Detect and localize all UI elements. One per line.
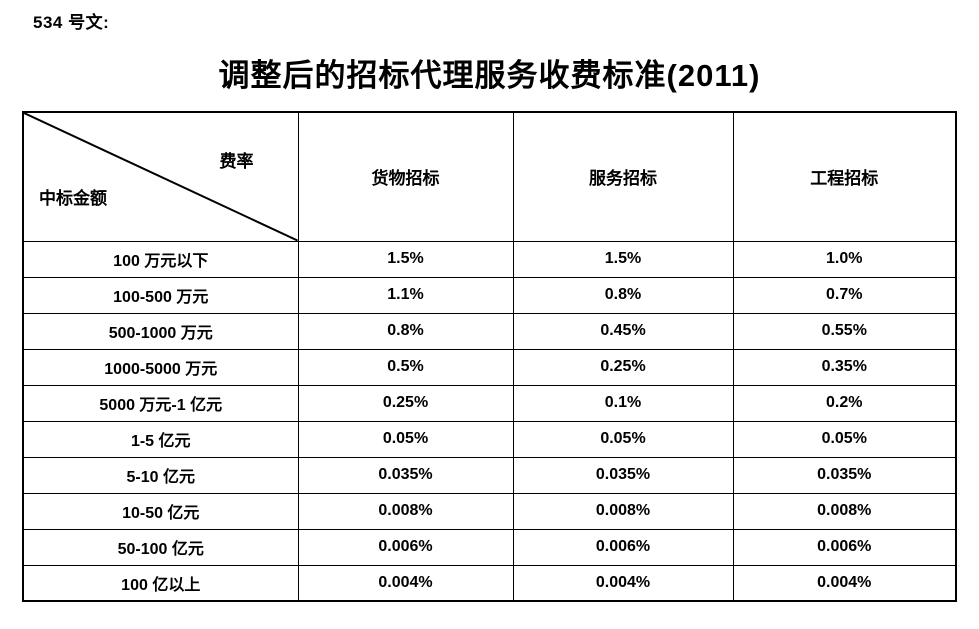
table-row: 5000 万元-1 亿元 0.25% 0.1% 0.2% — [22, 384, 957, 422]
row-label: 10-50 亿元 — [22, 492, 299, 530]
row-label: 100 亿以上 — [22, 564, 299, 602]
rate-cell: 0.7% — [732, 276, 957, 314]
rate-cell: 1.5% — [512, 240, 734, 278]
row-label: 500-1000 万元 — [22, 312, 299, 350]
row-label: 1000-5000 万元 — [22, 348, 299, 386]
corner-header-cell: 费率 中标金额 — [22, 111, 299, 242]
row-label: 100-500 万元 — [22, 276, 299, 314]
row-label: 1-5 亿元 — [22, 420, 299, 458]
rate-cell: 0.05% — [732, 420, 957, 458]
table-row: 1000-5000 万元 0.5% 0.25% 0.35% — [22, 348, 957, 386]
table-row: 100 万元以下 1.5% 1.5% 1.0% — [22, 240, 957, 278]
rate-cell: 0.008% — [297, 492, 514, 530]
rate-cell: 1.1% — [297, 276, 514, 314]
rate-cell: 0.55% — [732, 312, 957, 350]
page-title: 调整后的招标代理服务收费标准(2011) — [218, 58, 761, 93]
rate-cell: 0.004% — [732, 564, 957, 602]
rate-cell: 1.0% — [732, 240, 957, 278]
table-row: 500-1000 万元 0.8% 0.45% 0.55% — [22, 312, 957, 350]
table-row: 5-10 亿元 0.035% 0.035% 0.035% — [22, 456, 957, 494]
row-label: 5000 万元-1 亿元 — [22, 384, 299, 422]
rate-cell: 0.5% — [297, 348, 514, 386]
table-row: 100 亿以上 0.004% 0.004% 0.004% — [22, 564, 957, 602]
rate-cell: 0.05% — [512, 420, 734, 458]
rate-cell: 0.25% — [297, 384, 514, 422]
corner-label-amount: 中标金额 — [39, 188, 107, 208]
rate-cell: 0.004% — [297, 564, 514, 602]
rate-cell: 0.8% — [297, 312, 514, 350]
corner-label-rate: 费率 — [219, 152, 254, 171]
rate-cell: 0.45% — [512, 312, 734, 350]
doc-ref: 534 号文: — [33, 13, 110, 32]
rate-cell: 0.008% — [732, 492, 957, 530]
row-label: 100 万元以下 — [22, 240, 299, 278]
rate-cell: 0.006% — [297, 528, 514, 566]
rate-cell: 0.1% — [512, 384, 734, 422]
rate-cell: 0.8% — [512, 276, 734, 314]
rate-cell: 0.25% — [512, 348, 734, 386]
row-label: 5-10 亿元 — [22, 456, 299, 494]
rate-cell: 0.035% — [512, 456, 734, 494]
table-row: 1-5 亿元 0.05% 0.05% 0.05% — [22, 420, 957, 458]
diagonal-line — [24, 113, 298, 241]
table-row: 50-100 亿元 0.006% 0.006% 0.006% — [22, 528, 957, 566]
col-header-goods: 货物招标 — [297, 111, 514, 242]
col-header-service: 服务招标 — [512, 111, 734, 242]
fee-rate-table: 费率 中标金额 货物招标 服务招标 工程招标 100 万元以下 1.5% 1.5… — [22, 111, 957, 602]
rate-cell: 0.2% — [732, 384, 957, 422]
rate-cell: 0.05% — [297, 420, 514, 458]
rate-cell: 0.006% — [732, 528, 957, 566]
row-label: 50-100 亿元 — [22, 528, 299, 566]
rate-cell: 1.5% — [297, 240, 514, 278]
rate-cell: 0.035% — [297, 456, 514, 494]
col-header-engineering: 工程招标 — [732, 111, 957, 242]
rate-cell: 0.035% — [732, 456, 957, 494]
table-row: 100-500 万元 1.1% 0.8% 0.7% — [22, 276, 957, 314]
table-header-row: 费率 中标金额 货物招标 服务招标 工程招标 — [22, 111, 957, 242]
rate-cell: 0.004% — [512, 564, 734, 602]
rate-cell: 0.006% — [512, 528, 734, 566]
rate-cell: 0.008% — [512, 492, 734, 530]
table-row: 10-50 亿元 0.008% 0.008% 0.008% — [22, 492, 957, 530]
rate-cell: 0.35% — [732, 348, 957, 386]
